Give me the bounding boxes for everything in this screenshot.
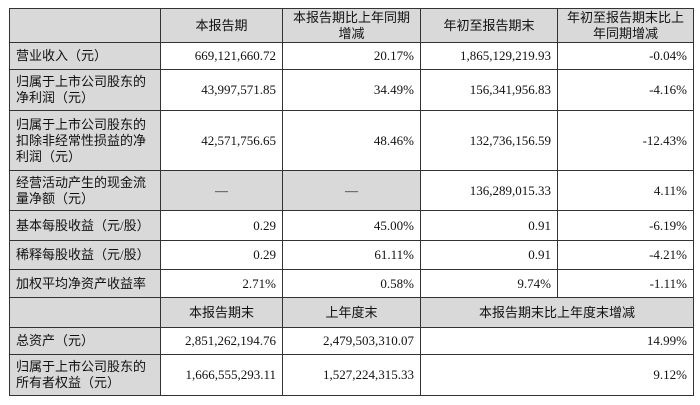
row-label: 稀释每股收益（元/股）: [9, 240, 161, 270]
column-header: 年初至报告期末: [420, 8, 558, 43]
column-header: 本报告期末比上年度末增减: [420, 297, 694, 328]
table-row: 稀释每股收益（元/股） 0.29 61.11% 0.91 -4.21%: [9, 240, 694, 270]
table-row: 归属于上市公司股东的扣除非经常性损益的净利润（元） 42,571,756.65 48…: [9, 110, 694, 171]
cell-value: -4.16%: [557, 69, 694, 111]
cell-value: 136,289,015.33: [420, 170, 558, 211]
cell-value: 156,341,956.83: [420, 69, 558, 111]
column-header: [9, 8, 161, 43]
table-row: 营业收入（元） 669,121,660.72 20.17% 1,865,129,219…: [9, 42, 694, 70]
table-row: 归属于上市公司股东的净利润（元） 43,997,571.85 34.49% 156,3…: [9, 69, 694, 111]
cell-value: 2,479,503,310.07: [282, 327, 421, 355]
cell-value: 2,851,262,194.76: [160, 327, 283, 355]
cell-value: 669,121,660.72: [160, 42, 283, 70]
cell-value: -1.11%: [557, 269, 694, 298]
cell-value: 0.91: [420, 240, 558, 270]
cell-value: 132,736,156.59: [420, 110, 558, 171]
cell-value: 2.71%: [160, 269, 283, 298]
row-label: 归属于上市公司股东的所有者权益（元）: [9, 354, 161, 396]
column-header: 本报告期末: [160, 297, 283, 328]
table-row: 归属于上市公司股东的所有者权益（元） 1,666,555,293.11 1,527,…: [9, 354, 694, 396]
cell-value: —: [282, 170, 421, 211]
cell-value: 4.11%: [557, 170, 694, 211]
cell-value: 0.29: [160, 210, 283, 241]
cell-value: 9.74%: [420, 269, 558, 298]
table-row: 总资产（元） 2,851,262,194.76 2,479,503,310.07 14…: [9, 327, 694, 355]
cell-value: -0.04%: [557, 42, 694, 70]
row-label: 经营活动产生的现金流量净额（元）: [9, 170, 161, 211]
cell-value: 9.12%: [420, 354, 694, 396]
cell-value: 34.49%: [282, 69, 421, 111]
cell-value: 0.29: [160, 240, 283, 270]
cell-value: 0.58%: [282, 269, 421, 298]
column-header: [9, 297, 161, 328]
financial-summary-table: 本报告期 本报告期比上年同期增减 年初至报告期末 年初至报告期末比上年同期增减 营业收入…: [9, 8, 694, 396]
cell-value: 20.17%: [282, 42, 421, 70]
cell-value: 61.11%: [282, 240, 421, 270]
cell-value: -6.19%: [557, 210, 694, 241]
column-header: 本报告期比上年同期增减: [282, 8, 421, 43]
cell-value: 1,527,224,315.33: [282, 354, 421, 396]
cell-value: 43,997,571.85: [160, 69, 283, 111]
cell-value: 14.99%: [420, 327, 694, 355]
cell-value: 48.46%: [282, 110, 421, 171]
cell-value: 45.00%: [282, 210, 421, 241]
column-header: 上年度末: [282, 297, 421, 328]
table-row: 加权平均净资产收益率 2.71% 0.58% 9.74% -1.11%: [9, 269, 694, 298]
table-row: 经营活动产生的现金流量净额（元） — —136,289,015.33 4.11%: [9, 170, 694, 211]
cell-value: —: [160, 170, 283, 211]
cell-value: -12.43%: [557, 110, 694, 171]
header-row-2: 本报告期末 上年度末 本报告期末比上年度末增减: [9, 297, 694, 328]
cell-value: 0.91: [420, 210, 558, 241]
row-label: 营业收入（元）: [9, 42, 161, 70]
row-label: 加权平均净资产收益率: [9, 269, 161, 298]
column-header: 年初至报告期末比上年同期增减: [557, 8, 694, 43]
table-row: 基本每股收益（元/股） 0.29 45.00% 0.91 -6.19%: [9, 210, 694, 241]
column-header: 本报告期: [160, 8, 283, 43]
cell-value: 1,865,129,219.93: [420, 42, 558, 70]
row-label: 总资产（元）: [9, 327, 161, 355]
cell-value: 42,571,756.65: [160, 110, 283, 171]
cell-value: 1,666,555,293.11: [160, 354, 283, 396]
row-label: 归属于上市公司股东的净利润（元）: [9, 69, 161, 111]
row-label: 基本每股收益（元/股）: [9, 210, 161, 241]
header-row: 本报告期 本报告期比上年同期增减 年初至报告期末 年初至报告期末比上年同期增减: [9, 8, 694, 43]
row-label: 归属于上市公司股东的扣除非经常性损益的净利润（元）: [9, 110, 161, 171]
cell-value: -4.21%: [557, 240, 694, 270]
